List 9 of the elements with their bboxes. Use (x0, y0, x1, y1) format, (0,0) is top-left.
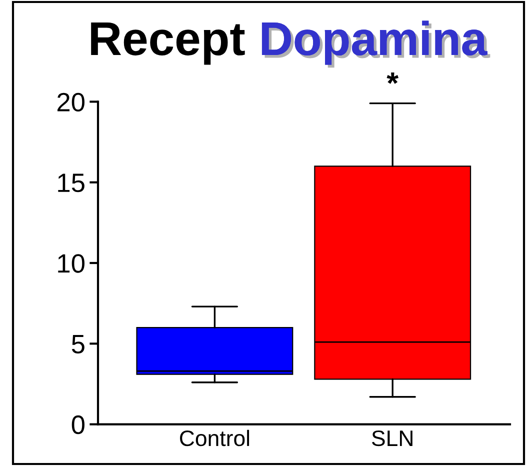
y-tick-label: 10 (58, 254, 84, 273)
y-tick-label: 20 (57, 92, 84, 112)
text: * (386, 72, 399, 84)
y-tick-label: 0 (72, 415, 84, 434)
y-tick-label: 15 (58, 174, 84, 192)
y-tick-label: 5 (72, 335, 84, 354)
chart-title: Recept Dopamina (91, 20, 490, 68)
x-tick-label: Control (180, 430, 250, 446)
x-tick-label: SLN (372, 430, 412, 446)
